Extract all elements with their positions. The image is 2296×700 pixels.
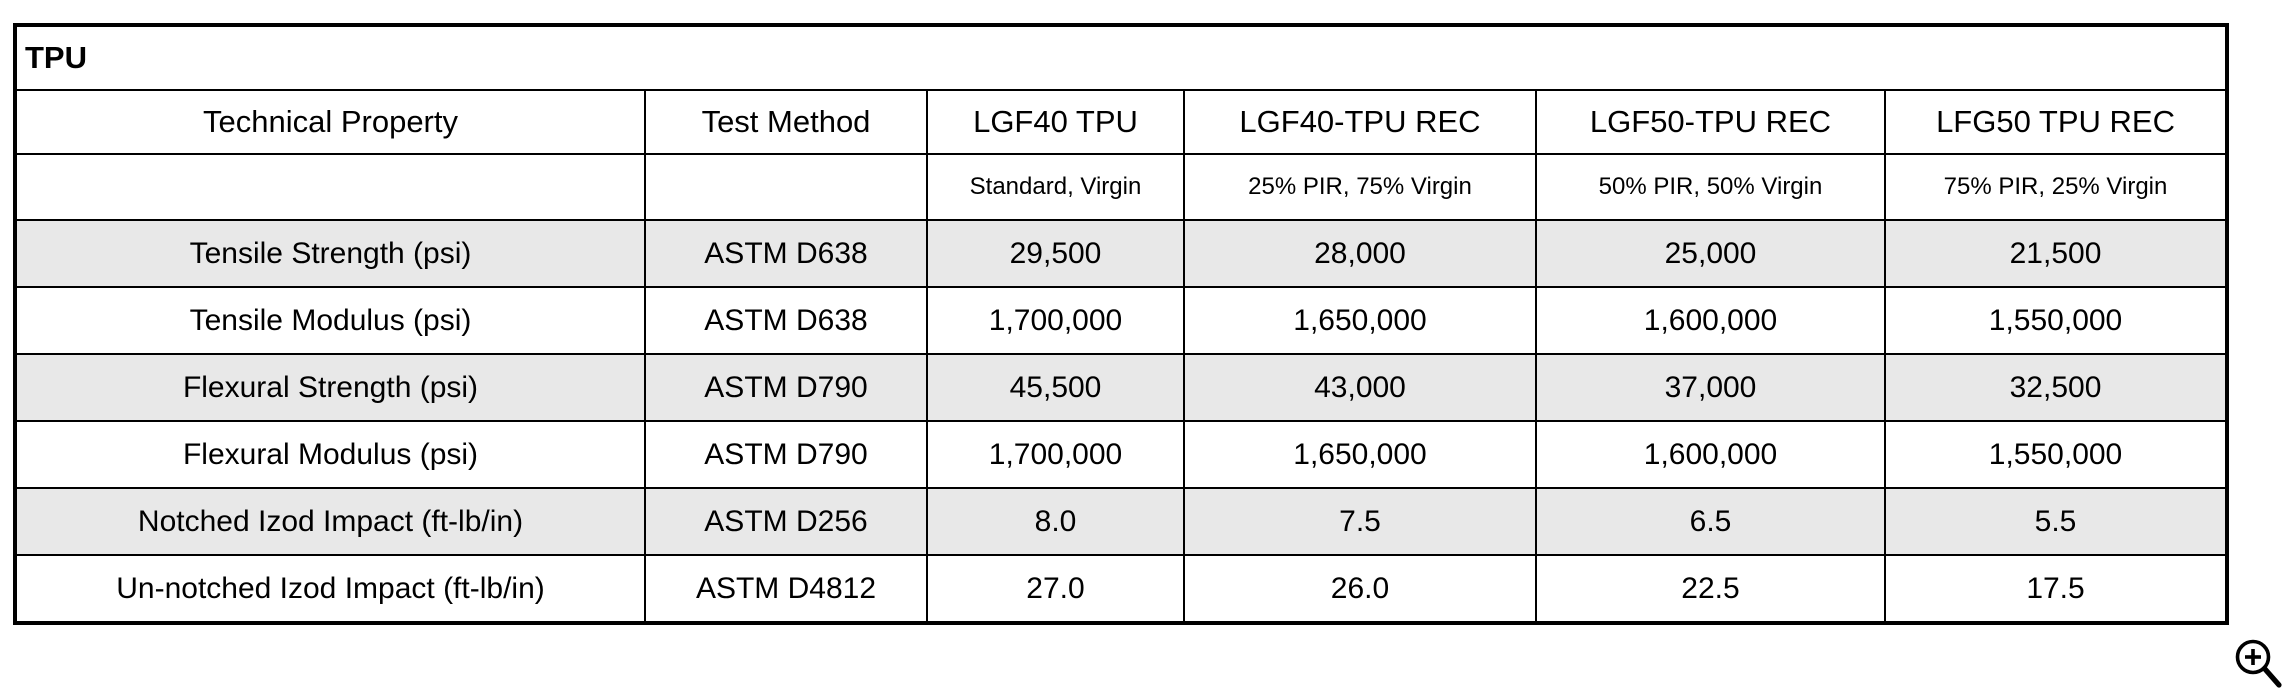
tpu-properties-table: TPU Technical Property Test Method LGF40… xyxy=(13,23,2230,625)
table-row: Tensile Strength (psi) ASTM D638 29,500 … xyxy=(14,219,2229,288)
table-title-row: TPU xyxy=(13,24,2229,91)
test-method-cell: ASTM D790 xyxy=(644,353,928,422)
column-subheader: Standard, Virgin xyxy=(926,153,1185,221)
value-cell: 37,000 xyxy=(1535,353,1886,422)
value-cell: 25,000 xyxy=(1535,219,1886,288)
table-row: Tensile Modulus (psi) ASTM D638 1,700,00… xyxy=(14,286,2229,355)
value-cell: 1,550,000 xyxy=(1883,420,2229,489)
property-cell: Flexural Strength (psi) xyxy=(14,353,646,422)
table-title: TPU xyxy=(13,24,2229,91)
value-cell: 1,650,000 xyxy=(1183,420,1537,489)
zoom-in-icon-glyph xyxy=(2235,639,2282,688)
property-cell: Flexural Modulus (psi) xyxy=(14,420,646,489)
column-header-test-method: Test Method xyxy=(644,89,928,155)
value-cell: 1,600,000 xyxy=(1535,286,1886,355)
value-cell: 1,700,000 xyxy=(926,286,1185,355)
test-method-cell: ASTM D790 xyxy=(644,420,928,489)
column-header-technical-property: Technical Property xyxy=(14,89,646,155)
value-cell: 1,550,000 xyxy=(1883,286,2229,355)
value-cell: 27.0 xyxy=(926,554,1185,624)
table-subheader-row: Standard, Virgin 25% PIR, 75% Virgin 50%… xyxy=(14,153,2229,221)
table-row: Flexural Strength (psi) ASTM D790 45,500… xyxy=(14,353,2229,422)
test-method-cell: ASTM D4812 xyxy=(644,554,928,624)
column-subheader: 25% PIR, 75% Virgin xyxy=(1183,153,1537,221)
value-cell: 21,500 xyxy=(1883,219,2229,288)
test-method-cell: ASTM D256 xyxy=(644,487,928,556)
value-cell: 32,500 xyxy=(1883,353,2229,422)
value-cell: 1,650,000 xyxy=(1183,286,1537,355)
column-subheader: 50% PIR, 50% Virgin xyxy=(1535,153,1886,221)
value-cell: 1,600,000 xyxy=(1535,420,1886,489)
value-cell: 8.0 xyxy=(926,487,1185,556)
property-cell: Tensile Modulus (psi) xyxy=(14,286,646,355)
property-cell: Un-notched Izod Impact (ft-lb/in) xyxy=(14,554,646,624)
property-cell: Notched Izod Impact (ft-lb/in) xyxy=(14,487,646,556)
column-subheader: 75% PIR, 25% Virgin xyxy=(1883,153,2229,221)
value-cell: 5.5 xyxy=(1883,487,2229,556)
value-cell: 7.5 xyxy=(1183,487,1537,556)
table-row: Flexural Modulus (psi) ASTM D790 1,700,0… xyxy=(14,420,2229,489)
column-header-lgf50-tpu-rec: LGF50-TPU REC xyxy=(1535,89,1886,155)
value-cell: 1,700,000 xyxy=(926,420,1185,489)
column-header-lgf40-tpu: LGF40 TPU xyxy=(926,89,1185,155)
value-cell: 22.5 xyxy=(1535,554,1886,624)
table-row: Notched Izod Impact (ft-lb/in) ASTM D256… xyxy=(14,487,2229,556)
table-header-row: Technical Property Test Method LGF40 TPU… xyxy=(14,89,2229,155)
property-cell: Tensile Strength (psi) xyxy=(14,219,646,288)
column-subheader xyxy=(14,153,646,221)
column-header-lfg50-tpu-rec: LFG50 TPU REC xyxy=(1883,89,2229,155)
zoom-in-icon[interactable] xyxy=(2232,636,2286,694)
test-method-cell: ASTM D638 xyxy=(644,286,928,355)
value-cell: 29,500 xyxy=(926,219,1185,288)
column-header-lgf40-tpu-rec: LGF40-TPU REC xyxy=(1183,89,1537,155)
value-cell: 17.5 xyxy=(1883,554,2229,624)
value-cell: 45,500 xyxy=(926,353,1185,422)
column-subheader xyxy=(644,153,928,221)
value-cell: 43,000 xyxy=(1183,353,1537,422)
value-cell: 28,000 xyxy=(1183,219,1537,288)
value-cell: 26.0 xyxy=(1183,554,1537,624)
table-row: Un-notched Izod Impact (ft-lb/in) ASTM D… xyxy=(14,554,2229,624)
test-method-cell: ASTM D638 xyxy=(644,219,928,288)
value-cell: 6.5 xyxy=(1535,487,1886,556)
